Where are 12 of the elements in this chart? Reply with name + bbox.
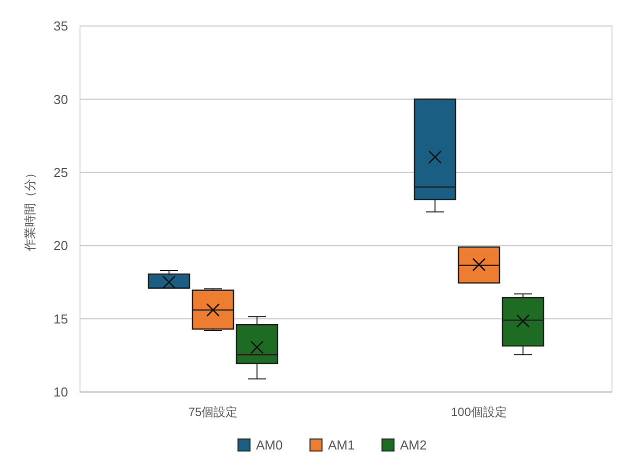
legend-label: AM2	[400, 438, 427, 453]
legend-label: AM1	[328, 438, 355, 453]
x-tick-label: 75個設定	[188, 405, 238, 419]
y-tick-label: 30	[54, 92, 68, 107]
y-tick-label: 15	[54, 311, 68, 326]
y-tick-label: 20	[54, 238, 68, 254]
legend-label: AM0	[256, 438, 283, 453]
y-tick-label: 25	[54, 164, 68, 180]
y-tick-label: 10	[54, 384, 68, 400]
x-tick-label: 100個設定	[450, 405, 508, 419]
y-axis-title: 作業時間（分）	[23, 167, 37, 252]
y-tick-label: 35	[54, 18, 68, 34]
